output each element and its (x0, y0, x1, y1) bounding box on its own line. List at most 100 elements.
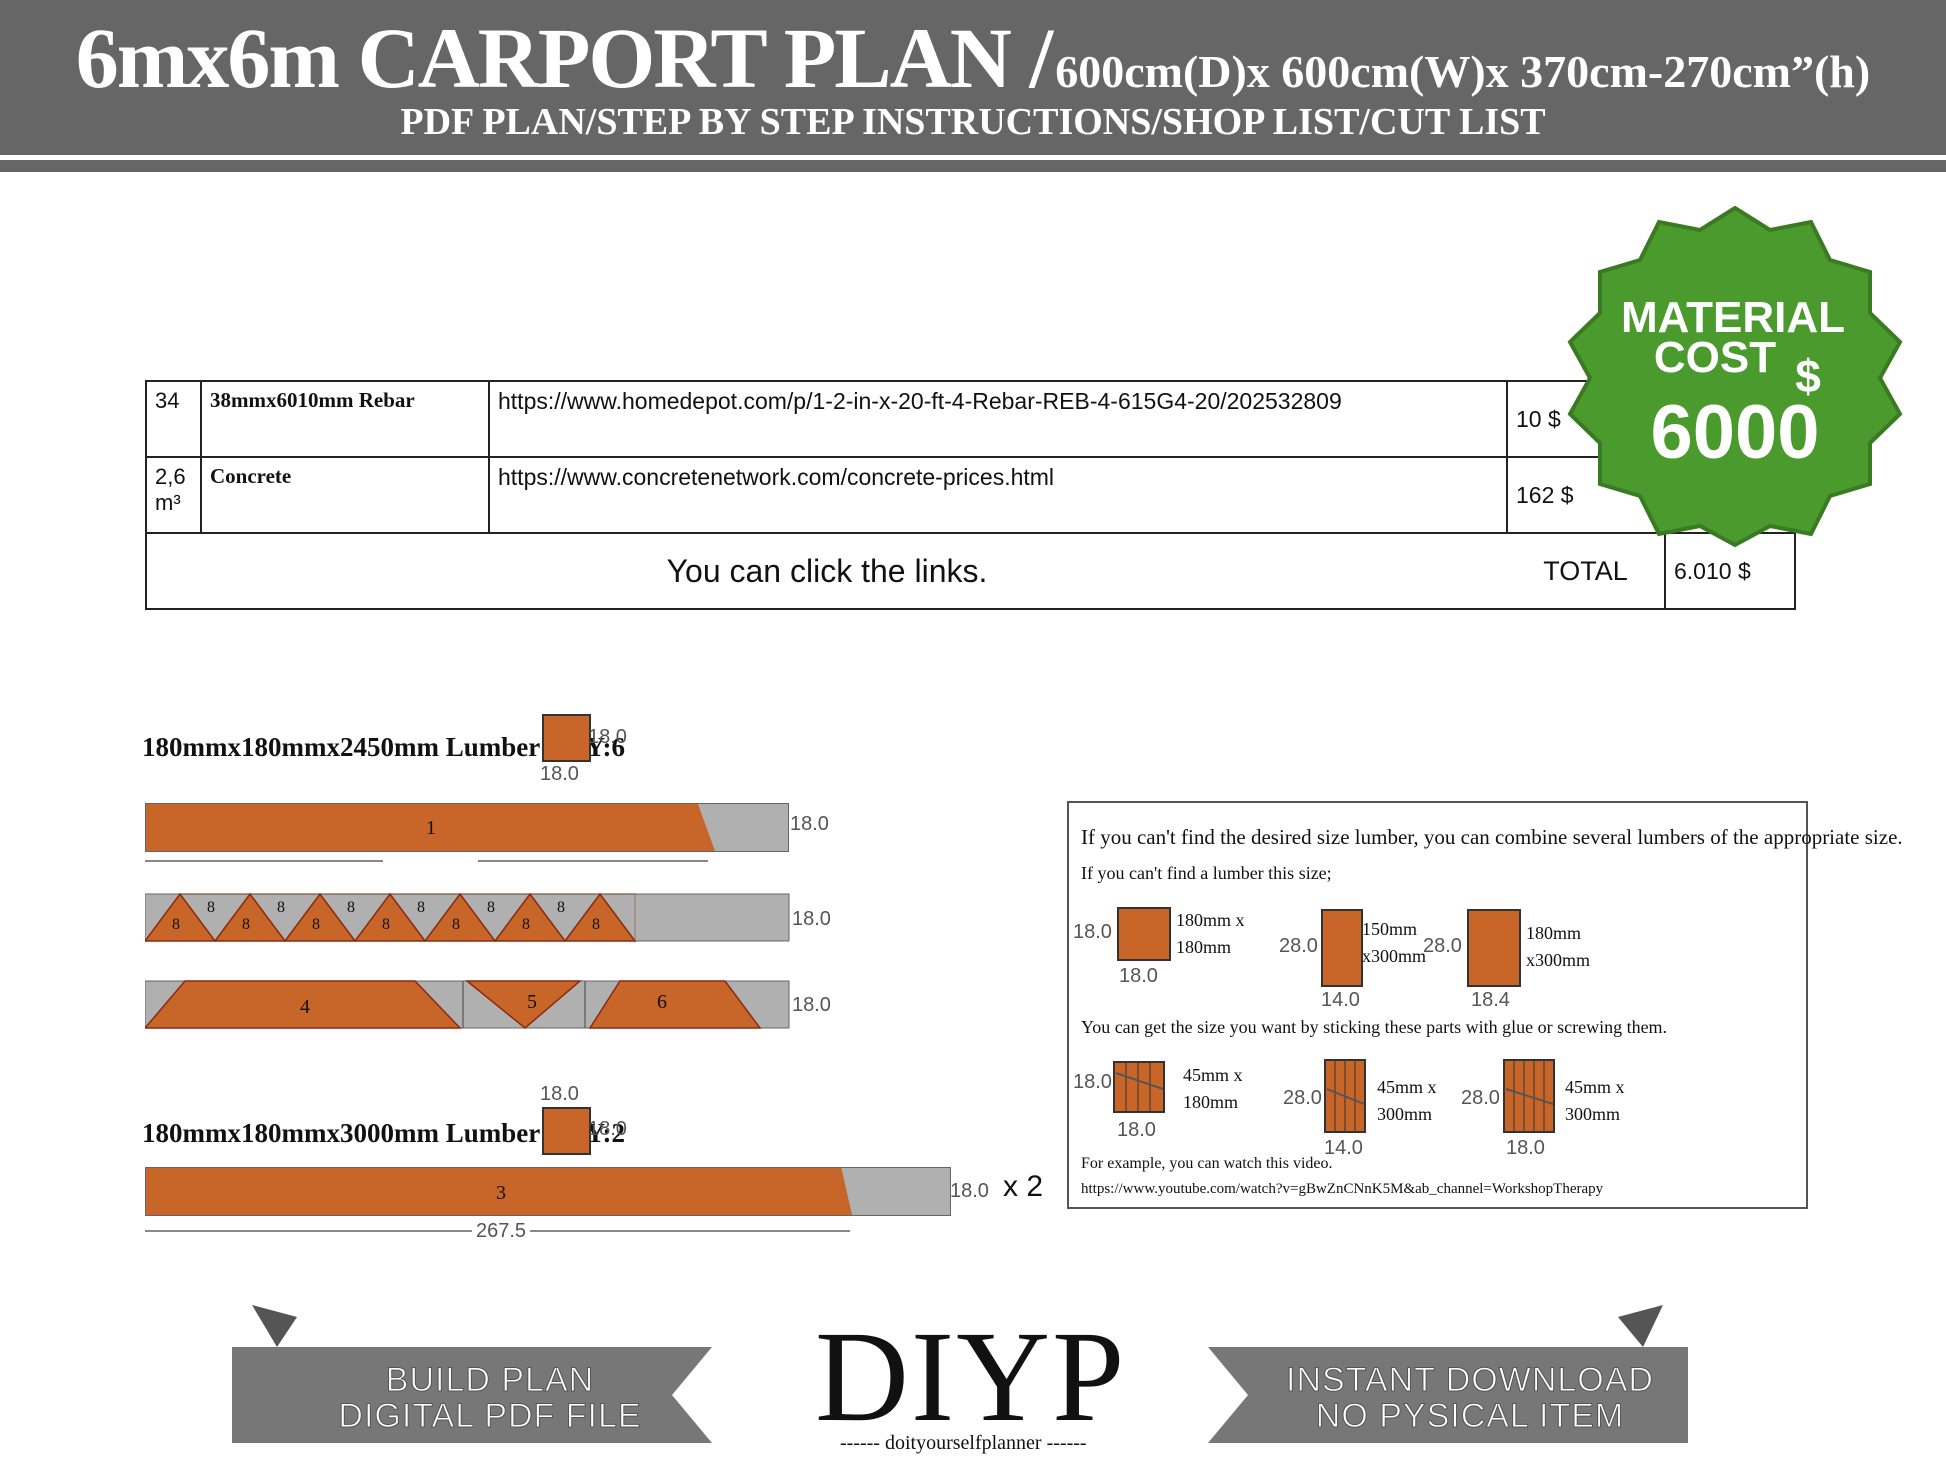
size-label: 150mm (1362, 919, 1418, 939)
dim-label: 18.0 (790, 813, 829, 835)
cut-bar-8: 8 8 8 8 8 8 8 8 8 8 8 8 8 (145, 893, 790, 943)
dim-label: 18.0 (950, 1180, 989, 1202)
video-link[interactable]: https://www.youtube.com/watch?v=gBwZnCNn… (1081, 1181, 1604, 1197)
piece-6 (588, 980, 762, 1029)
piece-5 (464, 980, 583, 1029)
page-subtitle: PDF PLAN/STEP BY STEP INSTRUCTIONS/SHOP … (400, 101, 1546, 143)
cut-bar-3: 3 (145, 1167, 951, 1216)
badge-currency: $ (1795, 350, 1821, 402)
piece-8-zigzag (145, 893, 637, 943)
glued-label: 45mm x (1183, 1065, 1243, 1085)
glued-section (1324, 1059, 1366, 1133)
links-note: You can click the links. (145, 532, 1507, 610)
item-cell: 38mmx6010mm Rebar (200, 380, 490, 458)
size-label: x300mm (1526, 950, 1591, 970)
title-dimensions: 600cm(D)x 600cm(W)x 370cm-270cm”(h) (1055, 46, 1871, 97)
dim-label: 14.0 (1324, 1137, 1363, 1159)
header-bar (0, 0, 1946, 155)
combo-heading: If you can't find the desired size lumbe… (1081, 825, 1903, 849)
page-title: 6mx6m CARPORT PLAN / 600cm(D)x 600cm(W)x… (0, 8, 1946, 108)
diyp-logo: DIYP (815, 1305, 1127, 1449)
dim-label: 18.0 (1073, 921, 1112, 943)
piece-number: 5 (527, 991, 537, 1013)
glued-label: 45mm x (1565, 1077, 1625, 1097)
size-label: 180mm (1176, 937, 1232, 957)
piece-number: 8 (347, 899, 355, 916)
dimension-line (478, 860, 708, 862)
left-ribbon-banner (232, 1305, 712, 1443)
badge-line1: MATERIAL (1621, 293, 1845, 342)
diyp-logo-subtitle: ------ doityourselfplanner ------ (840, 1432, 1087, 1454)
example-text: For example, you can watch this video. (1081, 1155, 1333, 1172)
qty-cell: 2,6 m³ (145, 456, 202, 534)
quantity-multiplier: x 2 (1003, 1170, 1044, 1203)
piece-number: 8 (172, 916, 180, 933)
footer-left-line1: BUILD PLAN (385, 1361, 595, 1399)
lumber1-section (542, 714, 591, 762)
size-section (1117, 907, 1171, 961)
qty-cell: 34 (145, 380, 202, 458)
dim-label: 18.0 (1119, 965, 1158, 987)
piece-number: 8 (382, 916, 390, 933)
product-link[interactable]: https://www.concretenetwork.com/concrete… (498, 464, 1055, 490)
dimension-line (145, 860, 383, 862)
piece-number: 8 (277, 899, 285, 916)
footer-left-text: BUILD PLAN DIGITAL PDF FILE (300, 1361, 680, 1435)
cut-bar-4-5-6: 4 5 6 (145, 980, 790, 1029)
badge-seal (1567, 205, 1903, 548)
total-row: You can click the links. TOTAL 6.010 $ (145, 532, 1796, 610)
piece-number: 8 (487, 899, 495, 916)
piece-number: 3 (496, 1182, 506, 1204)
glued-section (1503, 1059, 1555, 1133)
piece-number: 8 (557, 899, 565, 916)
dim-label: 18.0 (792, 994, 831, 1016)
piece-number: 4 (300, 996, 310, 1018)
piece-number: 8 (452, 916, 460, 933)
title-main: 6mx6m CARPORT PLAN / (75, 10, 1053, 106)
length-label: 267.5 (472, 1220, 531, 1243)
lumber-combination-box: If you can't find the desired size lumbe… (1067, 801, 1903, 1209)
glued-label: 300mm (1377, 1104, 1433, 1124)
cost-table: 34 38mmx6010mm Rebar https://www.homedep… (145, 380, 1796, 610)
combo-middle-text: You can get the size you want by stickin… (1081, 1017, 1668, 1037)
piece-number: 8 (312, 916, 320, 933)
size-label: 180mm (1526, 923, 1582, 943)
piece-number: 8 (522, 916, 530, 933)
dim-label: 18.0 (540, 1083, 579, 1105)
piece-number: 1 (426, 817, 436, 839)
material-cost-badge: MATERIAL COST $ 6000 (1567, 205, 1903, 548)
piece-number: 6 (657, 991, 667, 1013)
cut-bar-1: 1 (145, 803, 789, 852)
product-link[interactable]: https://www.homedepot.com/p/1-2-in-x-20-… (498, 388, 1342, 414)
piece-1 (146, 804, 715, 851)
size-section (1467, 909, 1521, 987)
table-row: 34 38mmx6010mm Rebar https://www.homedep… (145, 380, 1796, 458)
dim-label: 18.0 (1506, 1137, 1545, 1159)
lumber2-section (542, 1107, 591, 1155)
right-ribbon-banner (1208, 1305, 1688, 1443)
size-section (1321, 909, 1363, 987)
glued-label: 300mm (1565, 1104, 1621, 1124)
dim-label: 28.0 (1279, 935, 1318, 957)
footer-left-line2: DIGITAL PDF FILE (338, 1397, 642, 1435)
item-cell: Concrete (200, 456, 490, 534)
header-divider (0, 160, 1946, 172)
combo-subheading: If you can't find a lumber this size; (1081, 863, 1332, 883)
piece-number: 8 (417, 899, 425, 916)
dim-label: 28.0 (1423, 935, 1462, 957)
piece-number: 8 (207, 899, 215, 916)
piece-4 (145, 980, 462, 1029)
dim-label: 18.0 (792, 908, 831, 930)
dim-label: 14.0 (1321, 989, 1360, 1011)
dim-label: 18.0 (588, 1118, 627, 1140)
dim-label: 28.0 (1461, 1087, 1500, 1109)
badge-line2: COST (1654, 333, 1776, 382)
piece-3 (146, 1168, 852, 1215)
size-label: 180mm x (1176, 910, 1245, 930)
dim-label: 18.0 (540, 763, 579, 785)
dim-label: 18.0 (588, 726, 627, 748)
dim-label: 28.0 (1283, 1087, 1322, 1109)
footer-right-text: INSTANT DOWNLOAD NO PYSICAL ITEM (1270, 1362, 1670, 1435)
piece-number: 8 (592, 916, 600, 933)
size-label: x300mm (1362, 946, 1427, 966)
